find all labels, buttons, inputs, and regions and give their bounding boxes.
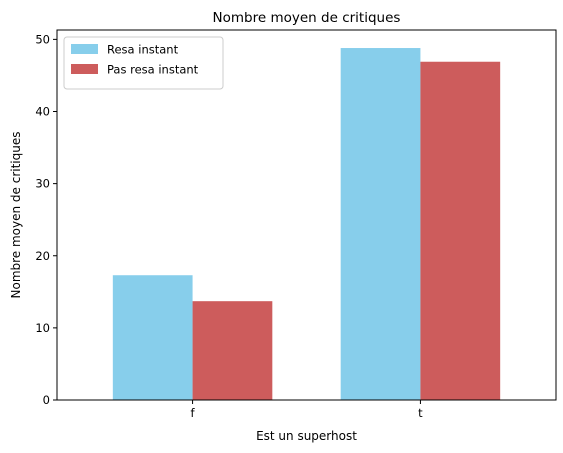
y-tick-label: 50 bbox=[35, 32, 50, 46]
bar-pas-resa-instant-f bbox=[192, 301, 273, 400]
y-axis-label: Nombre moyen de critiques bbox=[9, 131, 23, 298]
bars-group bbox=[112, 48, 501, 400]
chart-title: Nombre moyen de critiques bbox=[213, 10, 401, 26]
y-tick-label: 0 bbox=[43, 393, 50, 407]
x-axis-label: Est un superhost bbox=[256, 429, 357, 443]
legend-label: Resa instant bbox=[107, 43, 179, 57]
x-tick-label: f bbox=[191, 406, 196, 420]
legend-swatch bbox=[71, 64, 98, 74]
legend: Resa instant Pas resa instant bbox=[63, 36, 224, 90]
y-tick-label: 20 bbox=[35, 249, 50, 263]
bar-pas-resa-instant-t bbox=[420, 61, 501, 400]
legend-frame bbox=[63, 36, 224, 90]
y-tick-label: 10 bbox=[35, 321, 50, 335]
legend-label: Pas resa instant bbox=[107, 63, 199, 77]
bar-resa-instant-t bbox=[340, 48, 421, 400]
plot-frame bbox=[56, 29, 557, 401]
y-axis: 0 10 20 30 40 50 bbox=[35, 32, 57, 407]
bar-resa-instant-f bbox=[112, 275, 193, 400]
y-tick-label: 40 bbox=[35, 105, 50, 119]
x-tick-label: t bbox=[418, 406, 423, 420]
y-tick-label: 30 bbox=[35, 177, 50, 191]
legend-swatch bbox=[71, 44, 98, 54]
